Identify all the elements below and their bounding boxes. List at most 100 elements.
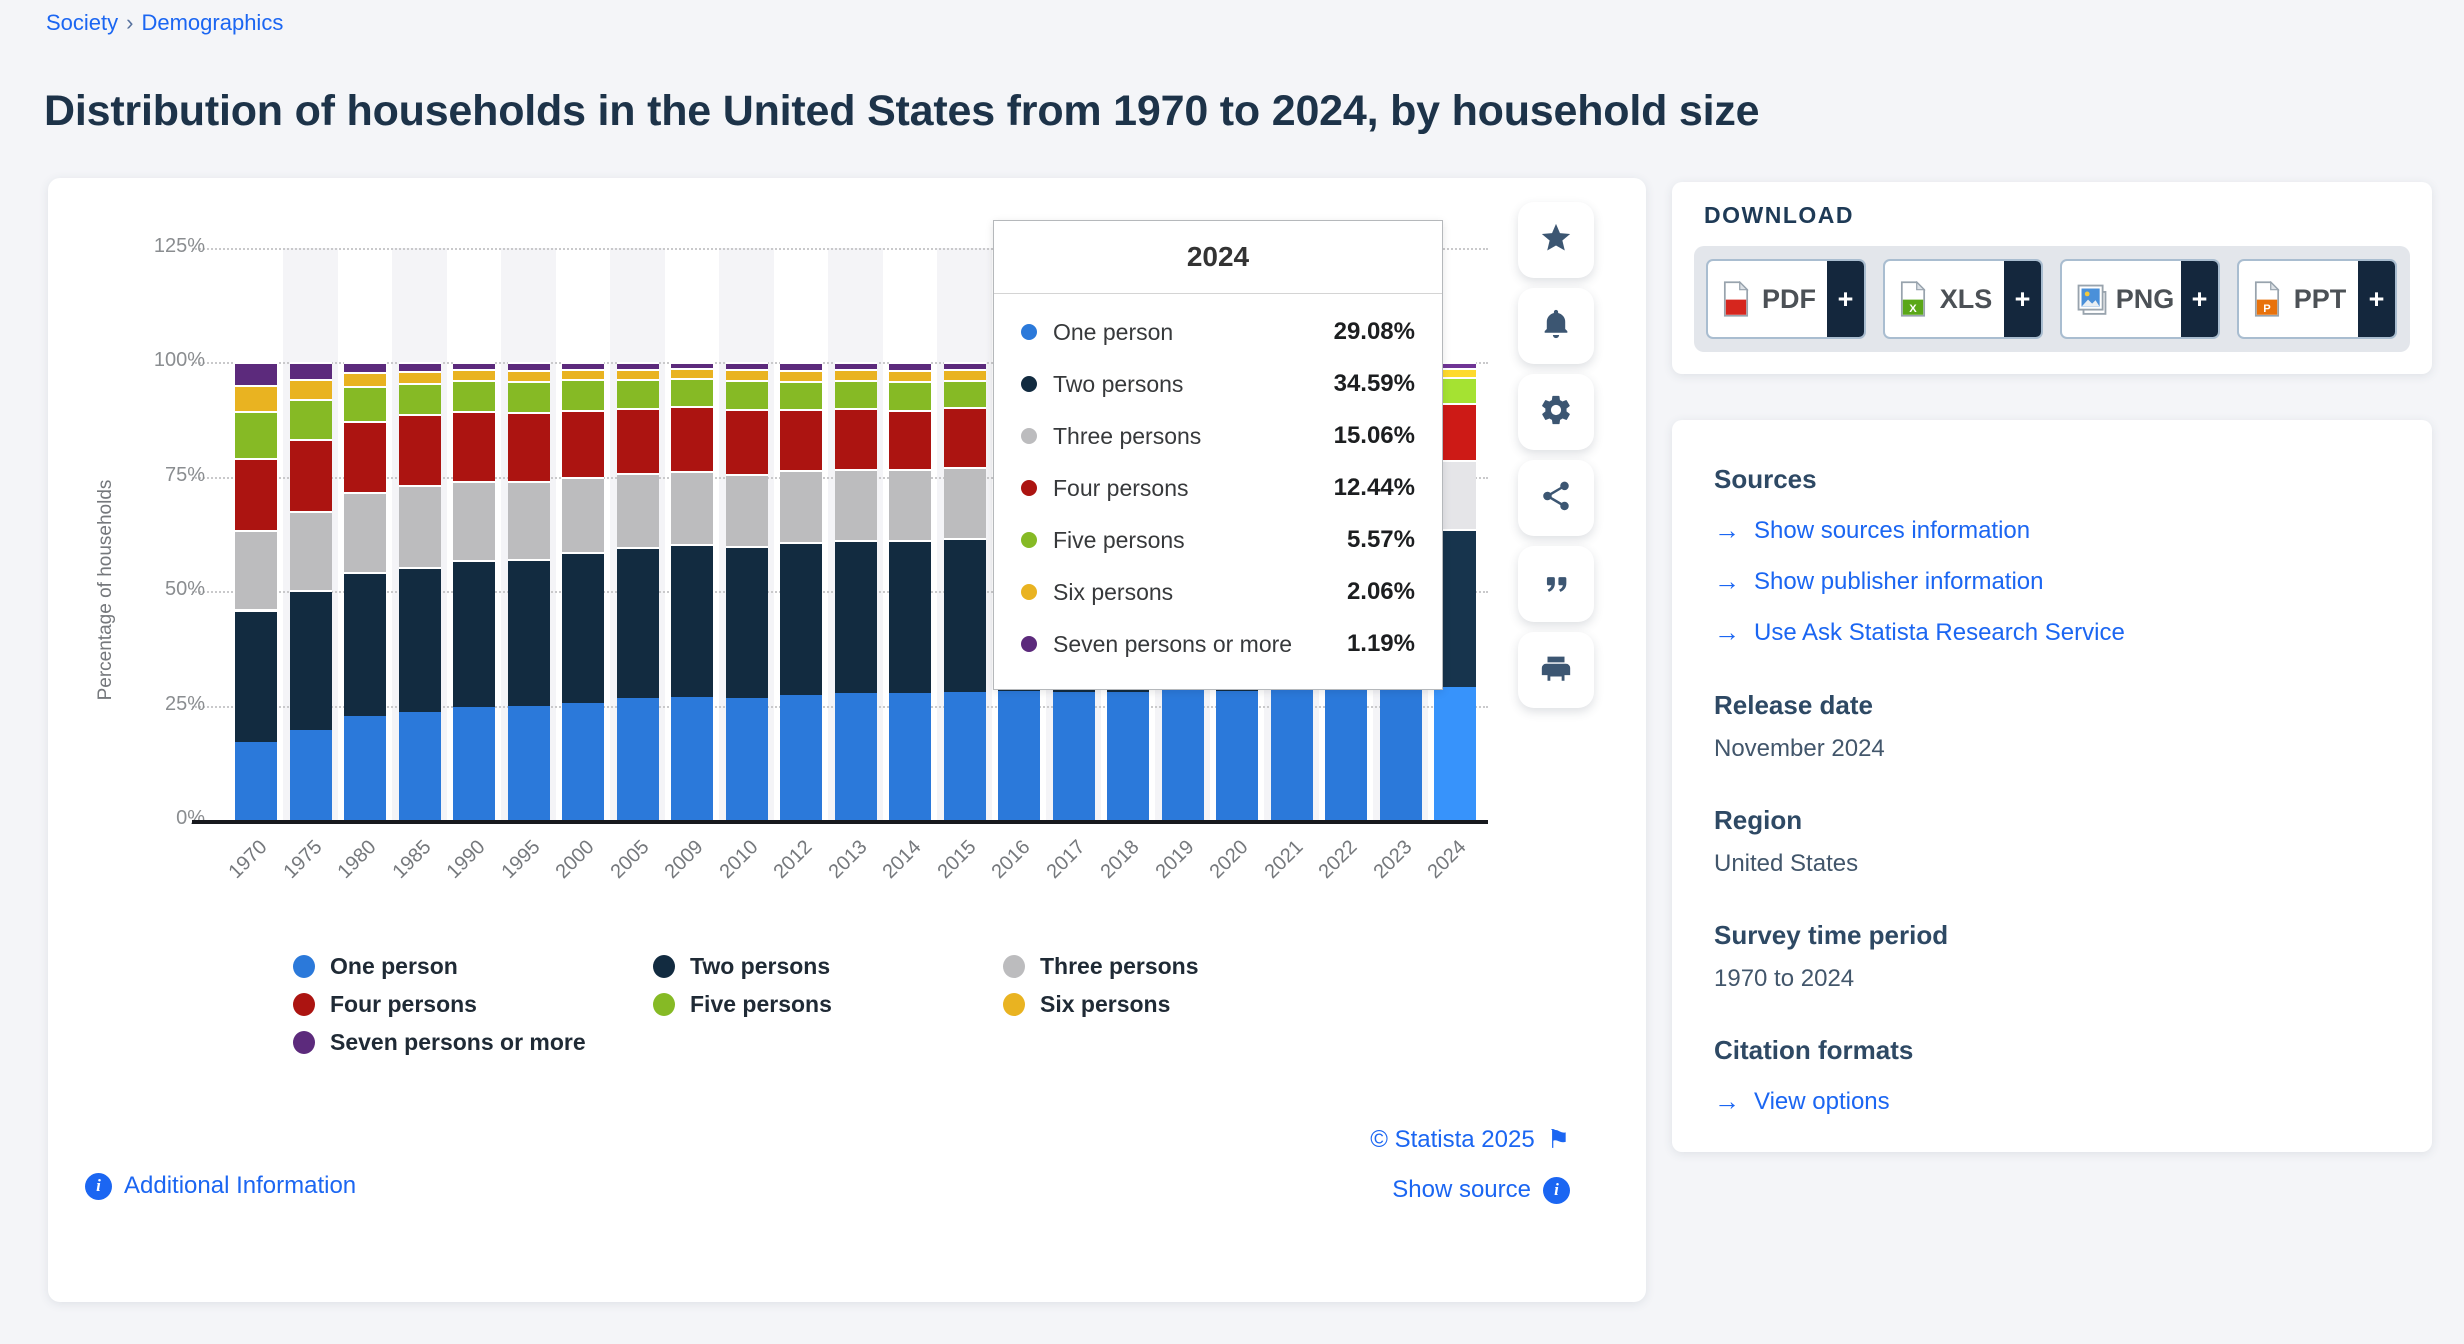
download-ppt-button[interactable]: P PPT + bbox=[2237, 259, 2397, 339]
bar-segment-1970[interactable] bbox=[235, 410, 277, 459]
bar-segment-1990[interactable] bbox=[453, 411, 495, 482]
bar-segment-2015[interactable] bbox=[943, 369, 986, 380]
bar-segment-1980[interactable] bbox=[344, 572, 386, 717]
bar-segment-2024[interactable] bbox=[1434, 686, 1476, 820]
bar-segment-1985[interactable] bbox=[398, 566, 441, 712]
bar-segment-2023[interactable] bbox=[1379, 687, 1422, 820]
bar-segment-1995[interactable] bbox=[507, 362, 550, 371]
bar-segment-2013[interactable] bbox=[834, 539, 877, 694]
bar-segment-2014[interactable] bbox=[889, 409, 931, 470]
bar-segment-2013[interactable] bbox=[834, 408, 877, 470]
bar-segment-2000[interactable] bbox=[562, 368, 604, 380]
bar-segment-2010[interactable] bbox=[725, 473, 768, 547]
bar-segment-2012[interactable] bbox=[780, 409, 822, 471]
bar-segment-2005[interactable] bbox=[616, 698, 659, 820]
bar-segment-2022[interactable] bbox=[1325, 687, 1367, 820]
bar-segment-2010[interactable] bbox=[725, 369, 768, 381]
bar-segment-2009[interactable] bbox=[671, 406, 713, 471]
view-options-link[interactable]: → View options bbox=[1714, 1086, 2396, 1117]
bar-segment-2019[interactable] bbox=[1161, 690, 1204, 820]
bar-segment-2013[interactable] bbox=[834, 380, 877, 409]
bar-segment-2000[interactable] bbox=[562, 476, 604, 552]
bar-segment-2005[interactable] bbox=[616, 379, 659, 408]
bar-segment-1985[interactable] bbox=[398, 485, 441, 567]
legend-item-seven-persons-or-more[interactable]: Seven persons or more bbox=[293, 1029, 653, 1055]
bar-segment-2014[interactable] bbox=[889, 362, 931, 370]
bar-segment-2014[interactable] bbox=[889, 369, 931, 382]
bar-segment-2013[interactable] bbox=[834, 693, 877, 820]
bar-segment-2009[interactable] bbox=[671, 362, 713, 369]
bar-segment-1995[interactable] bbox=[507, 411, 550, 482]
bar-segment-2013[interactable] bbox=[834, 362, 877, 370]
bar-segment-2005[interactable] bbox=[616, 546, 659, 699]
bar-segment-2005[interactable] bbox=[616, 407, 659, 473]
bar-segment-2009[interactable] bbox=[671, 470, 713, 545]
bar-segment-1990[interactable] bbox=[453, 362, 495, 370]
bar-segment-2018[interactable] bbox=[1107, 691, 1149, 820]
additional-information-link[interactable]: i Additional Information bbox=[85, 1172, 356, 1200]
bar-segment-2000[interactable] bbox=[562, 551, 604, 704]
bar-segment-1995[interactable] bbox=[507, 481, 550, 559]
cite-button[interactable] bbox=[1518, 546, 1594, 622]
bar-segment-2021[interactable] bbox=[1270, 689, 1313, 820]
download-pdf-button[interactable]: PDF + bbox=[1706, 259, 1866, 339]
show-sources-link[interactable]: → Show sources information bbox=[1714, 515, 2396, 546]
settings-button[interactable] bbox=[1518, 374, 1594, 450]
bar-segment-1985[interactable] bbox=[398, 370, 441, 383]
breadcrumb-link-society[interactable]: Society bbox=[46, 10, 119, 35]
legend-item-one-person[interactable]: One person bbox=[293, 953, 653, 979]
download-xls-button[interactable]: X XLS + bbox=[1883, 259, 2043, 339]
bar-segment-2012[interactable] bbox=[780, 541, 822, 695]
breadcrumb-link-demographics[interactable]: Demographics bbox=[141, 10, 284, 35]
bar-segment-2009[interactable] bbox=[671, 378, 713, 407]
bar-segment-1975[interactable] bbox=[289, 590, 332, 731]
bar-segment-1975[interactable] bbox=[289, 510, 332, 591]
bar-segment-1980[interactable] bbox=[344, 716, 386, 820]
bar-segment-1980[interactable] bbox=[344, 492, 386, 573]
show-sources-label[interactable]: Show sources information bbox=[1754, 516, 2031, 544]
copyright-link[interactable]: © Statista 2025 bbox=[1370, 1125, 1535, 1153]
bar-segment-2015[interactable] bbox=[943, 537, 986, 693]
legend-item-six-persons[interactable]: Six persons bbox=[1003, 991, 1199, 1017]
plus-icon[interactable]: + bbox=[2358, 261, 2395, 337]
bar-segment-1975[interactable] bbox=[289, 730, 332, 820]
bar-segment-1990[interactable] bbox=[453, 560, 495, 708]
bar-segment-1985[interactable] bbox=[398, 382, 441, 415]
bar-segment-1990[interactable] bbox=[453, 707, 495, 820]
bar-segment-1970[interactable] bbox=[235, 530, 277, 610]
bar-segment-2013[interactable] bbox=[834, 369, 877, 381]
bar-segment-1975[interactable] bbox=[289, 439, 332, 511]
flag-icon[interactable]: ⚑ bbox=[1546, 1124, 1570, 1154]
bar-segment-2005[interactable] bbox=[616, 368, 659, 380]
bar-segment-2010[interactable] bbox=[725, 362, 768, 370]
bar-segment-2000[interactable] bbox=[562, 703, 604, 820]
bar-segment-2014[interactable] bbox=[889, 539, 931, 694]
bar-segment-1990[interactable] bbox=[453, 369, 495, 381]
bar-segment-2012[interactable] bbox=[780, 380, 822, 410]
bar-segment-1980[interactable] bbox=[344, 372, 386, 387]
bar-segment-2020[interactable] bbox=[1216, 690, 1258, 820]
bar-segment-2000[interactable] bbox=[562, 379, 604, 410]
legend-item-five-persons[interactable]: Five persons bbox=[653, 991, 1003, 1017]
bar-segment-1975[interactable] bbox=[289, 378, 332, 399]
legend-item-three-persons[interactable]: Three persons bbox=[1003, 953, 1199, 979]
additional-information-label[interactable]: Additional Information bbox=[124, 1172, 357, 1199]
bar-segment-1980[interactable] bbox=[344, 420, 386, 493]
bar-segment-1995[interactable] bbox=[507, 370, 550, 382]
share-button[interactable] bbox=[1518, 460, 1594, 536]
plus-icon[interactable]: + bbox=[2004, 261, 2041, 337]
bar-segment-2012[interactable] bbox=[780, 362, 822, 370]
bar-segment-2010[interactable] bbox=[725, 380, 768, 409]
download-png-button[interactable]: PNG + bbox=[2060, 259, 2220, 339]
bar-segment-2000[interactable] bbox=[562, 362, 604, 369]
bar-segment-1975[interactable] bbox=[289, 362, 332, 379]
show-publisher-link[interactable]: → Show publisher information bbox=[1714, 566, 2396, 597]
view-options-label[interactable]: View options bbox=[1754, 1087, 1890, 1115]
ask-statista-link[interactable]: → Use Ask Statista Research Service bbox=[1714, 617, 2396, 648]
bar-segment-2014[interactable] bbox=[889, 693, 931, 820]
bar-segment-2010[interactable] bbox=[725, 697, 768, 820]
bar-segment-1985[interactable] bbox=[398, 362, 441, 371]
bar-segment-1970[interactable] bbox=[235, 385, 277, 411]
bar-segment-1985[interactable] bbox=[398, 711, 441, 820]
bar-segment-2024[interactable] bbox=[1434, 367, 1476, 378]
